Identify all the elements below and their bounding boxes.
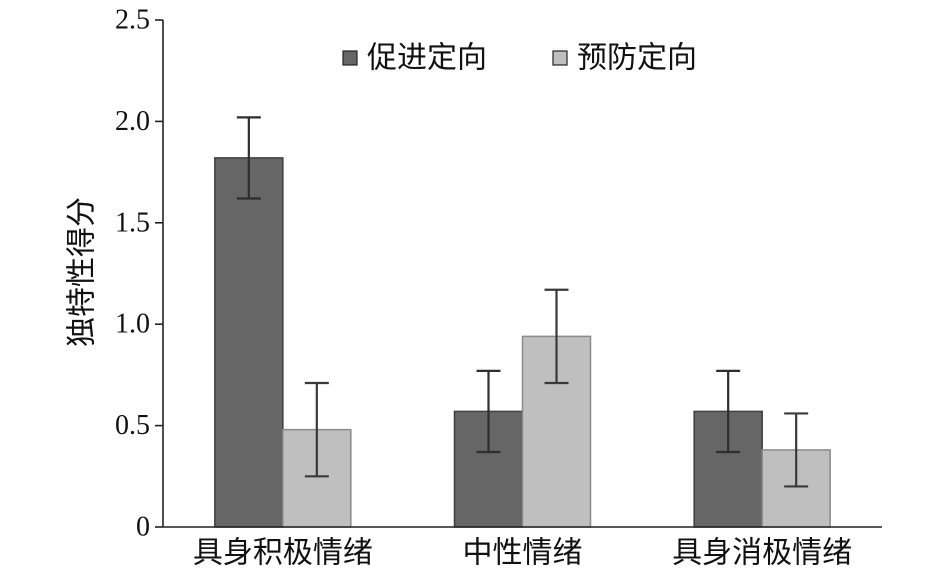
legend-swatch [552, 50, 568, 66]
y-tick-label: 1.5 [115, 207, 150, 238]
y-tick-label: 2.5 [115, 5, 150, 36]
legend: 促进定向 预防定向 [342, 41, 697, 76]
y-tick-label: 1.0 [115, 309, 150, 340]
legend-item: 促进定向 [342, 41, 487, 76]
y-tick-label: 0.5 [115, 410, 150, 441]
legend-label: 预防定向 [577, 41, 697, 76]
y-tick-label: 0 [136, 512, 150, 543]
y-axis-title: 独特性得分 [65, 197, 100, 347]
bars-layer [214, 157, 831, 528]
legend-swatch [342, 50, 358, 66]
x-tick-label: 中性情绪 [463, 536, 583, 571]
x-tick-label: 具身积极情绪 [193, 536, 373, 571]
x-tick-label: 具身消极情绪 [672, 536, 852, 571]
error-bars-layer [236, 116, 809, 488]
y-tick-label: 2.0 [115, 106, 150, 137]
legend-label: 促进定向 [367, 41, 487, 76]
bar [214, 157, 284, 528]
x-axis-labels: 具身积极情绪 中性情绪 具身消极情绪 [193, 536, 852, 571]
legend-item: 预防定向 [552, 41, 697, 76]
y-axis-ticks: 0 0.5 1.0 1.5 2.0 2.5 [115, 5, 163, 543]
